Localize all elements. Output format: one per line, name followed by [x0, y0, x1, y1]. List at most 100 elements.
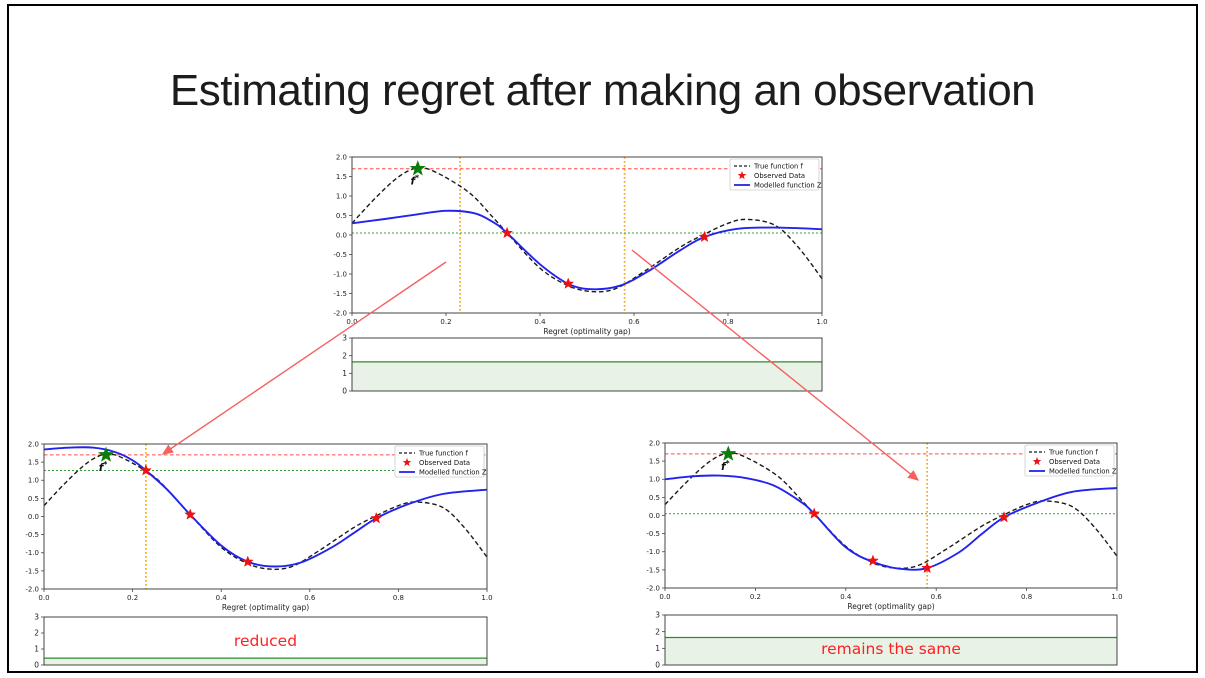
legend-item-label: Observed Data [1049, 458, 1100, 466]
fstar-label: f* [411, 174, 420, 188]
observed-data-point [921, 561, 934, 574]
y-tick-label: -2.0 [25, 585, 39, 593]
fstar-marker [98, 446, 115, 462]
regret-y-tick-label: 2 [342, 351, 347, 360]
regret-fill [665, 637, 1117, 665]
y-tick-label: 0.5 [28, 495, 39, 503]
regret-y-tick-label: 0 [34, 661, 39, 670]
model-curve [352, 209, 822, 291]
legend [729, 158, 820, 191]
figure-top-chart: f* 2.0 1.5 1.0 0.5 0.0 -0.5 -1.0 -1.5 -2.0 0.0 0.2 0… [328, 148, 833, 400]
fstar-label-sup: * [726, 459, 730, 468]
regret-y-tick-label: 1 [655, 644, 660, 653]
x-tick-label: 1.0 [481, 594, 492, 602]
legend-item-label: Modelled function Z [419, 468, 487, 476]
x-tick-label: 0.8 [1021, 593, 1032, 601]
observed-data-point [997, 510, 1011, 523]
observed-data-point [139, 464, 152, 476]
fstar-marker [720, 445, 737, 461]
legend-sample-star [402, 458, 412, 467]
chart-svg-after-observation-reduced: f*2.01.51.00.50.0-0.5-1.0-1.5-2.00.0 0.2 0… [25, 440, 492, 670]
y-tick-label: 0.0 [28, 513, 39, 521]
legend-item-label: True function f [418, 449, 469, 457]
legend-sample-star [737, 171, 747, 180]
x-axis-label: Regret (optimality gap) [847, 602, 934, 611]
observed-data-point [370, 511, 383, 524]
fstar-label: f* [99, 460, 108, 474]
regret-annotation: remains the same [821, 640, 961, 658]
y-tick-label: -1.0 [646, 548, 660, 556]
regret-y-tick-label: 1 [34, 645, 39, 654]
regret-fill [352, 361, 822, 391]
y-tick-label: 1.5 [336, 173, 347, 181]
y-tick-label: -1.0 [333, 270, 347, 278]
y-tick-label: -0.5 [646, 530, 660, 538]
regret-y-tick-label: 3 [34, 613, 39, 622]
y-tick-label: -1.5 [646, 566, 660, 574]
y-tick-label: -0.5 [333, 251, 347, 259]
fstar-label-sup: * [103, 460, 107, 469]
slide-title: Estimating regret after making an observ… [169, 66, 1036, 115]
regret-bar-frame [43, 616, 488, 666]
observed-data-point [184, 508, 197, 520]
regret-y-tick-label: 0 [342, 387, 347, 396]
y-tick-label: 1.0 [649, 476, 660, 484]
legend-sample-star [1032, 457, 1042, 466]
regret-y-tick-label: 2 [655, 627, 660, 636]
y-tick-label: 2.0 [336, 153, 347, 161]
x-tick-label: 0.6 [304, 594, 316, 602]
observed-data-point [808, 507, 821, 519]
legend-item-label: True function f [1048, 448, 1099, 456]
y-tick-label: -1.0 [25, 549, 39, 557]
y-tick-label: 1.0 [28, 477, 39, 485]
regret-y-tick-label: 2 [34, 629, 39, 638]
x-axis-label: Regret (optimality gap) [222, 603, 309, 612]
chart-svg-top-before-observation: f*2.01.51.00.50.0-0.5-1.0-1.5-2.00.0 0.2 0… [333, 153, 827, 396]
observed-data-point [562, 277, 575, 289]
figure-bottom-left-chart: f* 2.0 1.5 1.0 0.5 0.0 -0.5 -1.0 -1.5 -2.0 0.0 0.2 0… [18, 428, 523, 676]
x-tick-label: 0.4 [534, 318, 546, 326]
y-tick-label: 1.0 [336, 192, 347, 200]
y-tick-label: -2.0 [646, 584, 660, 592]
regret-y-tick-label: 3 [342, 334, 347, 343]
y-tick-label: 2.0 [28, 440, 39, 448]
fstar-label-f: f [411, 176, 417, 188]
fstar-marker [409, 160, 426, 176]
y-tick-label: 0.0 [336, 231, 347, 239]
observed-data-point [501, 226, 514, 239]
fstar-label-sup: * [415, 174, 419, 183]
x-tick-label: 1.0 [816, 318, 827, 326]
x-tick-label: 0.8 [393, 594, 404, 602]
chart-svg-after-observation-same: f*2.01.51.00.50.0-0.5-1.0-1.5-2.00.0 0.2 0… [646, 439, 1122, 670]
y-tick-label: 1.5 [649, 458, 660, 466]
x-tick-label: 0.0 [659, 593, 670, 601]
legend-item-label: Observed Data [419, 459, 470, 467]
x-tick-label: 0.2 [440, 318, 451, 326]
legend-item-label: Modelled function Z [754, 181, 822, 189]
fstar-label: f* [721, 459, 730, 473]
observed-data-point [241, 555, 254, 567]
legend-item-label: Observed Data [754, 172, 805, 180]
y-tick-label: 2.0 [649, 439, 660, 447]
legend [1024, 444, 1115, 477]
x-tick-label: 0.2 [750, 593, 761, 601]
y-tick-label: -2.0 [333, 309, 347, 317]
x-tick-label: 0.2 [127, 594, 138, 602]
y-tick-label: -0.5 [25, 531, 39, 539]
observed-data-point [698, 230, 711, 243]
regret-bar-frame [664, 614, 1118, 666]
regret-y-tick-label: 1 [342, 369, 347, 378]
x-axis-label: Regret (optimality gap) [543, 327, 630, 336]
figure-bottom-right-chart: f* 2.0 1.5 1.0 0.5 0.0 -0.5 -1.0 -1.5 -2.0 0.0 0.2 0… [640, 426, 1160, 676]
x-tick-label: 0.6 [628, 318, 640, 326]
y-tick-label: 0.0 [649, 512, 660, 520]
fstar-label-f: f [99, 462, 105, 474]
regret-y-tick-label: 0 [655, 661, 660, 670]
y-tick-label: -1.5 [25, 567, 39, 575]
regret-y-tick-label: 3 [655, 611, 660, 620]
x-tick-label: 0.4 [840, 593, 852, 601]
y-tick-label: -1.5 [333, 290, 347, 298]
x-tick-label: 1.0 [1111, 593, 1122, 601]
x-tick-label: 0.8 [722, 318, 733, 326]
